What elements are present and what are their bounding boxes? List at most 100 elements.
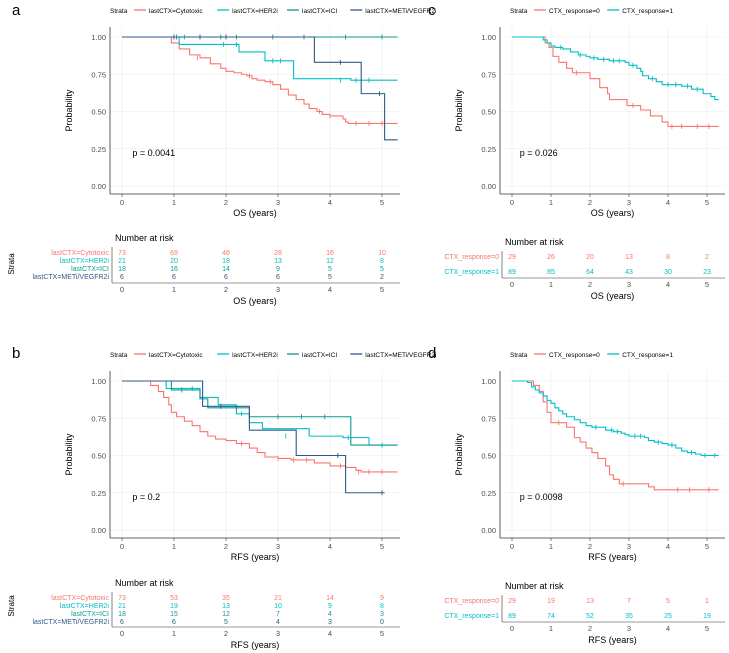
x-tick-label: 4 <box>328 198 332 207</box>
risk-count: 25 <box>664 613 672 620</box>
risk-count: 13 <box>586 598 594 605</box>
y-tick-label: 0.50 <box>481 452 496 461</box>
risk-count: 46 <box>222 250 230 257</box>
panel-letter: b <box>12 345 20 362</box>
risk-x-tick-label: 3 <box>627 280 631 289</box>
y-tick-label: 1.00 <box>91 33 106 42</box>
y-tick-label: 1.00 <box>481 33 496 42</box>
y-tick-label: 0.75 <box>91 414 106 423</box>
risk-count: 69 <box>170 250 178 257</box>
risk-x-tick-label: 3 <box>627 624 631 633</box>
risk-count: 4 <box>328 611 332 618</box>
x-axis-label: RFS (years) <box>231 552 280 562</box>
y-tick-label: 0.00 <box>91 182 106 191</box>
risk-x-tick-label: 1 <box>549 624 553 633</box>
risk-count: 6 <box>224 274 228 281</box>
survival-curve <box>512 380 719 457</box>
panel-letter: a <box>12 2 21 19</box>
risk-count: 19 <box>703 613 711 620</box>
risk-x-tick-label: 3 <box>276 285 280 294</box>
x-tick-label: 1 <box>172 198 176 207</box>
y-tick-label: 0.00 <box>481 182 496 191</box>
x-tick-label: 5 <box>380 198 384 207</box>
risk-count: 85 <box>547 269 555 276</box>
y-tick-label: 0.25 <box>481 489 496 498</box>
risk-count: 4 <box>276 619 280 626</box>
x-tick-label: 0 <box>120 542 124 551</box>
panel-letter: d <box>428 345 436 362</box>
risk-count: 12 <box>222 611 230 618</box>
x-tick-label: 4 <box>328 542 332 551</box>
y-tick-label: 0.75 <box>481 70 496 79</box>
x-tick-label: 3 <box>627 542 631 551</box>
risk-table-title: Number at risk <box>115 578 174 588</box>
y-axis-label: Probability <box>64 433 74 476</box>
risk-count: 26 <box>547 254 555 261</box>
y-tick-label: 0.50 <box>91 452 106 461</box>
legend-title: Strata <box>110 352 128 359</box>
risk-count: 10 <box>378 250 386 257</box>
legend-title: Strata <box>510 352 528 359</box>
risk-x-tick-label: 0 <box>510 624 514 633</box>
risk-count: 13 <box>274 258 282 265</box>
risk-row-label: lastCTX=HER2i <box>60 603 110 610</box>
risk-count: 5 <box>224 619 228 626</box>
x-tick-label: 1 <box>549 198 553 207</box>
survival-curve <box>512 380 719 491</box>
x-tick-label: 0 <box>510 542 514 551</box>
risk-row-label: lastCTX=ICI <box>71 611 109 618</box>
risk-count: 0 <box>380 619 384 626</box>
risk-count: 14 <box>326 595 334 602</box>
risk-x-tick-label: 0 <box>120 285 124 294</box>
risk-count: 8 <box>380 258 384 265</box>
risk-x-tick-label: 2 <box>224 285 228 294</box>
risk-count: 28 <box>274 250 282 257</box>
risk-count: 89 <box>508 269 516 276</box>
risk-count: 5 <box>380 266 384 273</box>
risk-row-label: CTX_response=1 <box>444 269 499 276</box>
risk-count: 89 <box>508 613 516 620</box>
risk-row-label: CTX_response=1 <box>444 613 499 620</box>
survival-curve <box>122 36 398 81</box>
risk-count: 21 <box>118 258 126 265</box>
risk-count: 13 <box>222 603 230 610</box>
risk-count: 15 <box>170 611 178 618</box>
risk-x-tick-label: 2 <box>224 629 228 638</box>
risk-row-label: lastCTX=HER2i <box>60 258 110 265</box>
risk-x-tick-label: 4 <box>666 624 670 633</box>
x-tick-label: 0 <box>120 198 124 207</box>
panel-c: c Strata CTX_response=0 CTX_response=1 Proba… <box>428 2 725 301</box>
legend-label: CTX_response=0 <box>549 8 600 15</box>
risk-x-tick-label: 4 <box>328 285 332 294</box>
x-tick-label: 4 <box>666 542 670 551</box>
x-tick-label: 1 <box>549 542 553 551</box>
risk-x-tick-label: 5 <box>705 624 709 633</box>
risk-x-tick-label: 0 <box>510 280 514 289</box>
risk-count: 6 <box>120 274 124 281</box>
risk-count: 9 <box>276 266 280 273</box>
y-tick-label: 0.00 <box>91 526 106 535</box>
risk-count: 18 <box>118 266 126 273</box>
risk-count: 9 <box>328 603 332 610</box>
risk-count: 6 <box>276 274 280 281</box>
y-tick-label: 0.25 <box>481 145 496 154</box>
legend-label: lastCTX=HER2i <box>232 8 278 15</box>
risk-row-label: lastCTX=ICI <box>71 266 109 273</box>
risk-count: 74 <box>547 613 555 620</box>
legend-label: lastCTX=HER2i <box>232 352 278 359</box>
risk-count: 21 <box>274 595 282 602</box>
risk-count: 73 <box>118 250 126 257</box>
y-axis-label: Probability <box>64 89 74 132</box>
risk-count: 21 <box>118 603 126 610</box>
legend: Strata lastCTX=Cytotoxic lastCTX=HER2i last… <box>110 352 436 359</box>
risk-row-label: lastCTX=Cytotoxic <box>51 595 109 602</box>
y-axis-label: Probability <box>454 89 464 132</box>
risk-count: 9 <box>380 595 384 602</box>
risk-count: 30 <box>664 269 672 276</box>
x-tick-label: 3 <box>276 542 280 551</box>
risk-row-label: lastCTX=METi/VEGFR2i <box>32 619 109 626</box>
risk-count: 10 <box>274 603 282 610</box>
risk-count: 5 <box>328 266 332 273</box>
y-tick-label: 1.00 <box>481 377 496 386</box>
